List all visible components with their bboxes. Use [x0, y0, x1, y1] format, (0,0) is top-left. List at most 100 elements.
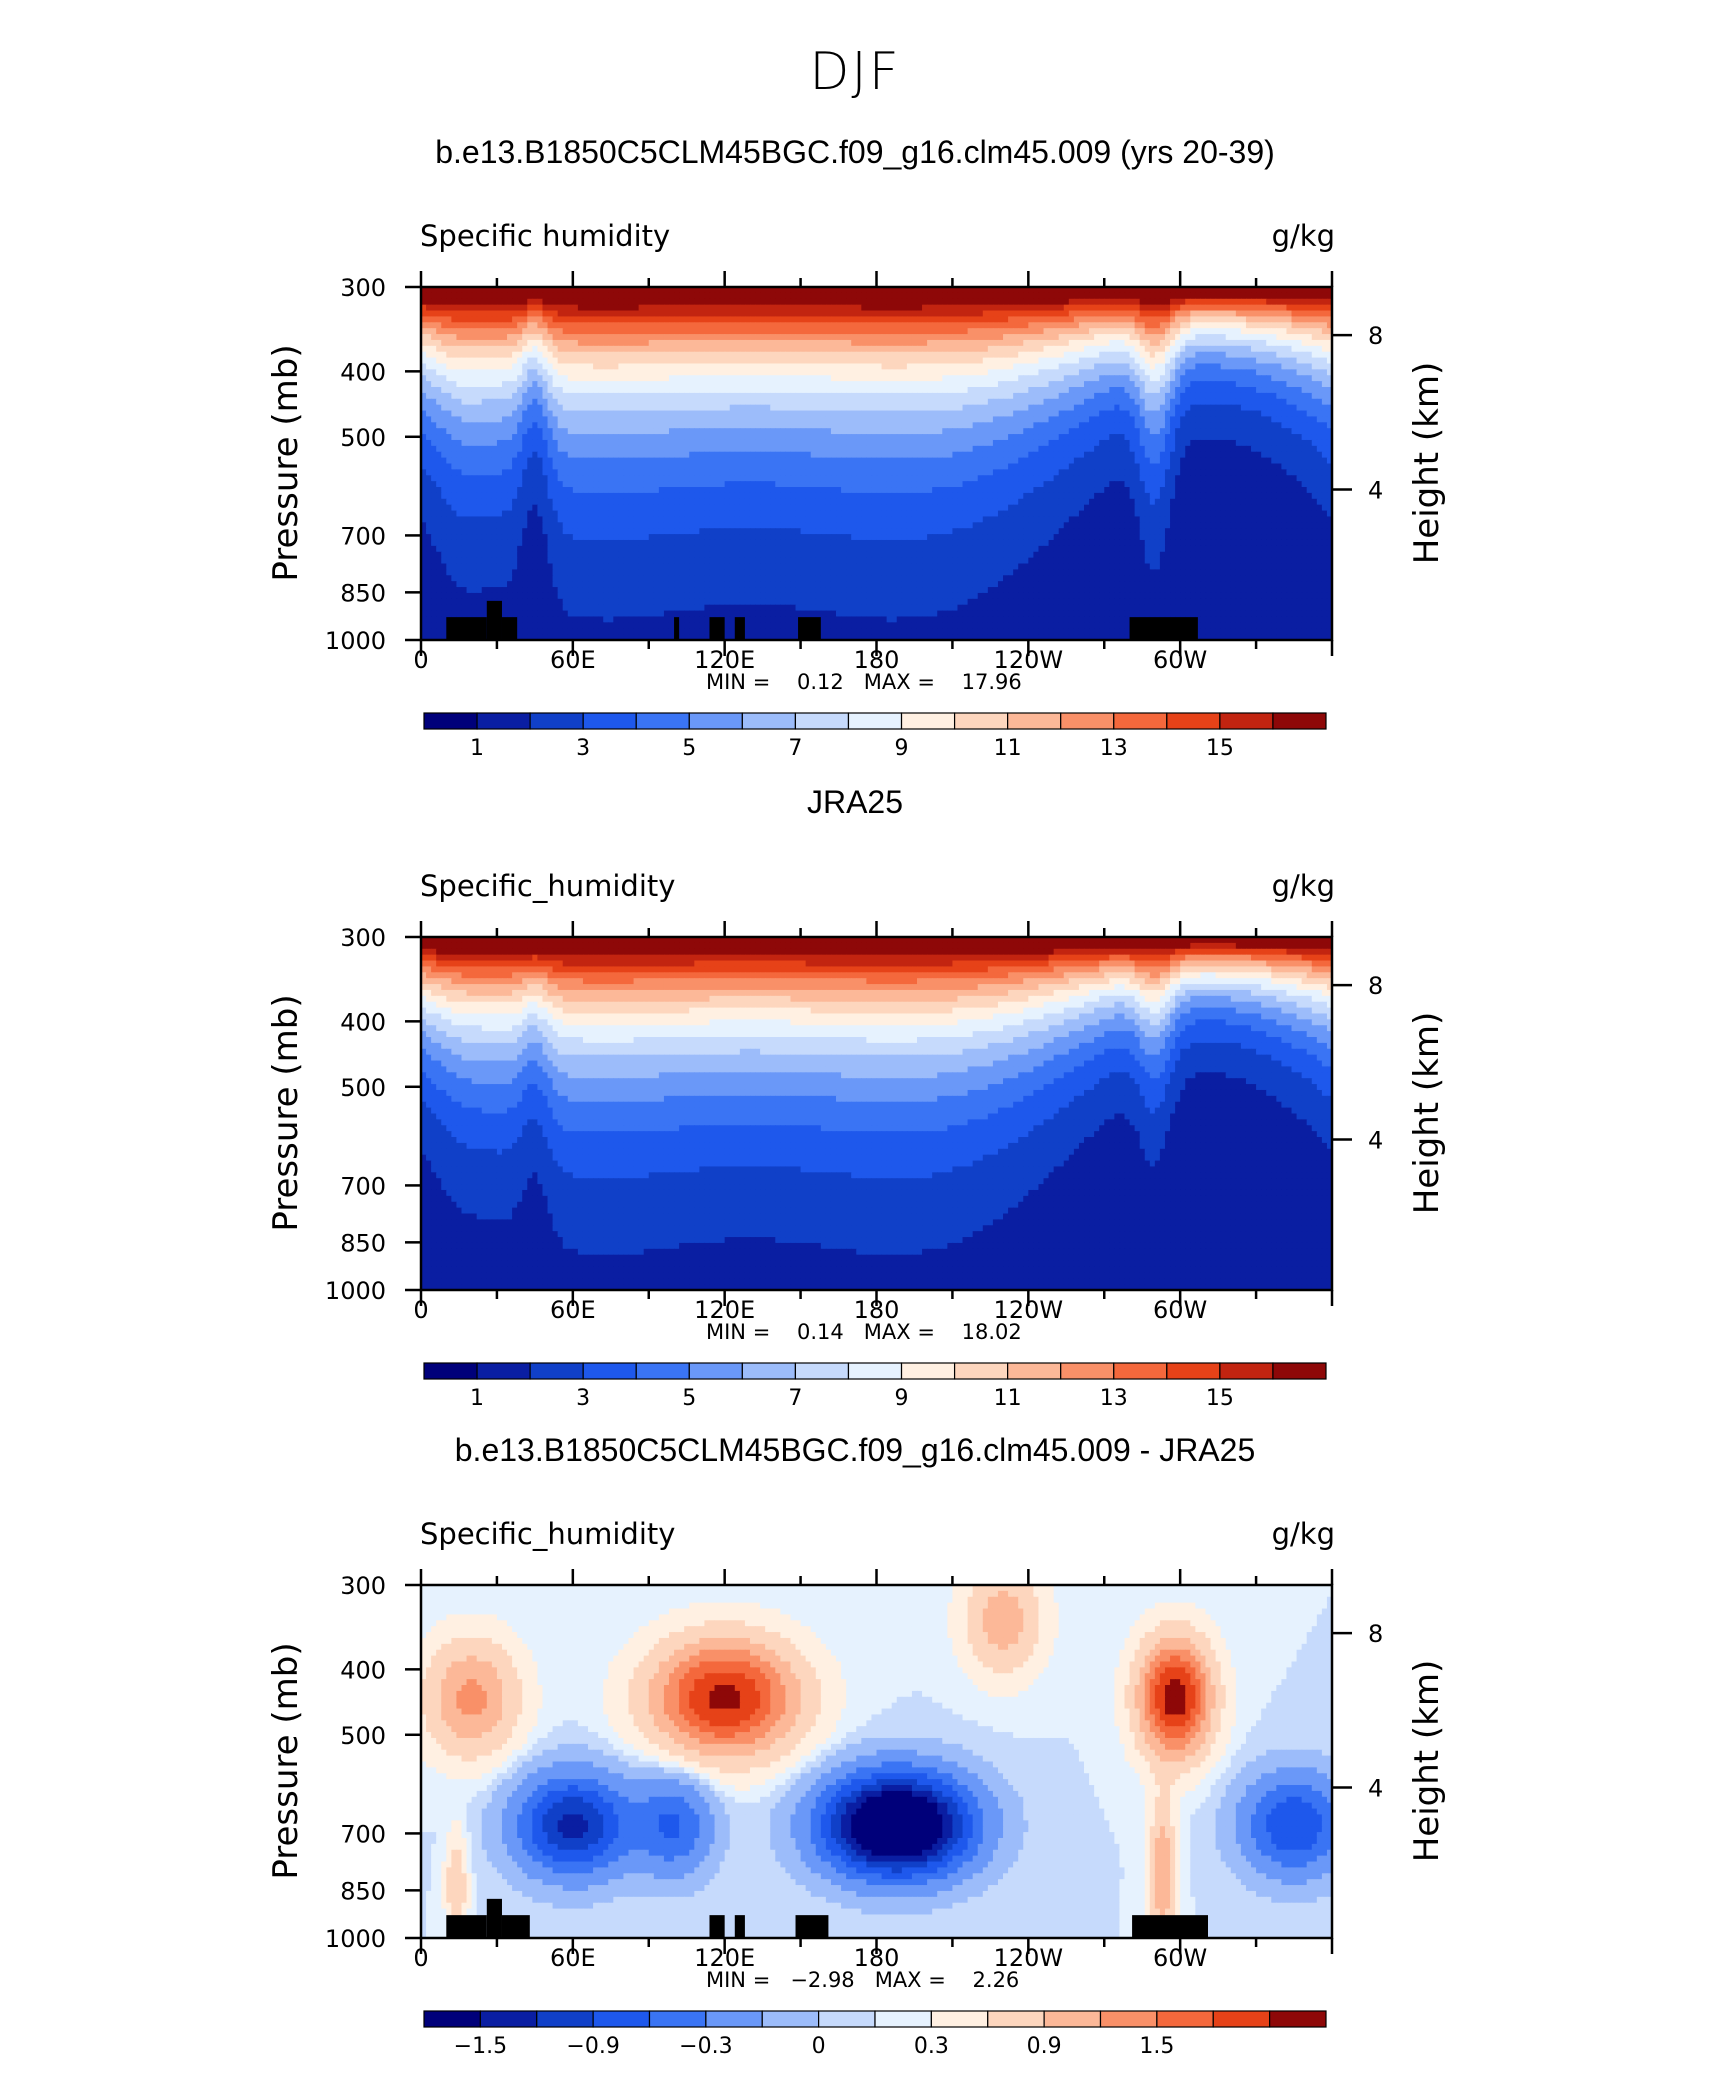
contour-cell: [810, 392, 817, 400]
contour-cell: [947, 392, 954, 400]
contour-cell: [1048, 398, 1055, 406]
contour-cell: [522, 369, 528, 376]
contour-cell: [714, 410, 721, 418]
contour-cell: [618, 328, 625, 335]
contour-cell: [598, 287, 604, 294]
contour-cell: [456, 345, 463, 353]
contour-cell: [668, 428, 675, 435]
contour-cell: [967, 334, 974, 341]
contour-cell: [911, 292, 918, 300]
contour-cell: [957, 445, 964, 453]
contour-cell: [876, 304, 883, 312]
contour-cell: [972, 351, 979, 359]
contour-cell: [866, 287, 873, 294]
contour-cell: [1124, 345, 1131, 353]
contour-cell: [841, 375, 847, 382]
contour-cell: [1205, 369, 1212, 376]
contour-cell: [451, 316, 458, 323]
contour-cell: [552, 392, 559, 400]
contour-cell: [906, 287, 913, 294]
contour-cell: [795, 328, 802, 335]
contour-cell: [1078, 292, 1085, 300]
contour-cell: [496, 369, 503, 376]
contour-cell: [451, 363, 458, 370]
contour-cell: [582, 381, 589, 388]
contour-cell: [724, 434, 731, 441]
contour-cell: [537, 404, 544, 412]
contour-cell: [1240, 369, 1247, 376]
contour-cell: [486, 334, 493, 341]
contour-cell: [638, 363, 645, 370]
contour-cell: [441, 428, 447, 435]
contour-cell: [906, 410, 913, 418]
contour-cell: [714, 345, 721, 353]
contour-cell: [871, 428, 878, 435]
contour-cell: [1220, 316, 1227, 323]
contour-cell: [567, 316, 574, 323]
contour-cell: [846, 398, 852, 406]
contour-cell: [800, 404, 807, 412]
contour-cell: [436, 369, 442, 376]
contour-cell: [1190, 416, 1196, 423]
contour-cell: [1261, 357, 1267, 365]
contour-cell: [471, 404, 478, 412]
contour-cell: [800, 410, 807, 418]
contour-cell: [421, 357, 427, 365]
contour-cell: [491, 439, 498, 447]
contour-cell: [1306, 404, 1313, 412]
contour-cell: [577, 339, 584, 347]
contour-cell: [562, 422, 569, 429]
contour-cell: [770, 328, 776, 335]
contour-cell: [1043, 322, 1050, 329]
contour-cell: [643, 345, 650, 353]
contour-cell: [1164, 392, 1171, 400]
contour-cell: [476, 428, 483, 435]
contour-cell: [588, 298, 594, 306]
contour-cell: [704, 428, 711, 435]
contour-cell: [542, 351, 549, 359]
contour-cell: [709, 345, 716, 353]
contour-cell: [1200, 392, 1207, 400]
contour-cell: [1134, 422, 1141, 429]
contour-cell: [785, 387, 792, 394]
contour-cell: [572, 375, 579, 382]
contour-cell: [638, 428, 645, 435]
contour-cell: [426, 369, 432, 376]
contour-cell: [653, 416, 660, 423]
contour-cell: [1281, 328, 1288, 335]
contour-cell: [1321, 357, 1328, 365]
contour-cell: [967, 398, 974, 406]
contour-cell: [1256, 387, 1262, 394]
contour-cell: [927, 351, 933, 359]
contour-cell: [501, 292, 508, 300]
contour-cell: [942, 316, 948, 323]
contour-cell: [491, 339, 498, 347]
contour-cell: [1251, 410, 1257, 418]
contour-cell: [911, 328, 918, 335]
contour-cell: [618, 345, 625, 353]
contour-cell: [719, 316, 726, 323]
contour-cell: [577, 304, 584, 312]
contour-cell: [674, 298, 680, 306]
contour-cell: [906, 422, 913, 429]
contour-cell: [1271, 398, 1277, 406]
contour-cell: [927, 434, 933, 441]
contour-cell: [947, 287, 954, 294]
contour-cell: [1245, 416, 1252, 423]
contour-cell: [436, 345, 442, 353]
contour-cell: [1306, 298, 1313, 306]
contour-cell: [461, 316, 468, 323]
contour-cell: [613, 345, 619, 353]
contour-cell: [623, 287, 630, 294]
contour-cell: [1053, 339, 1060, 347]
contour-cell: [633, 287, 640, 294]
contour-cell: [653, 292, 660, 300]
contour-cell: [704, 316, 711, 323]
contour-cell: [588, 381, 594, 388]
contour-cell: [658, 445, 665, 453]
contour-cell: [623, 387, 630, 394]
contour-cell: [1018, 404, 1024, 412]
contour-cell: [856, 351, 862, 359]
contour-cell: [972, 445, 979, 453]
contour-cell: [947, 422, 954, 429]
